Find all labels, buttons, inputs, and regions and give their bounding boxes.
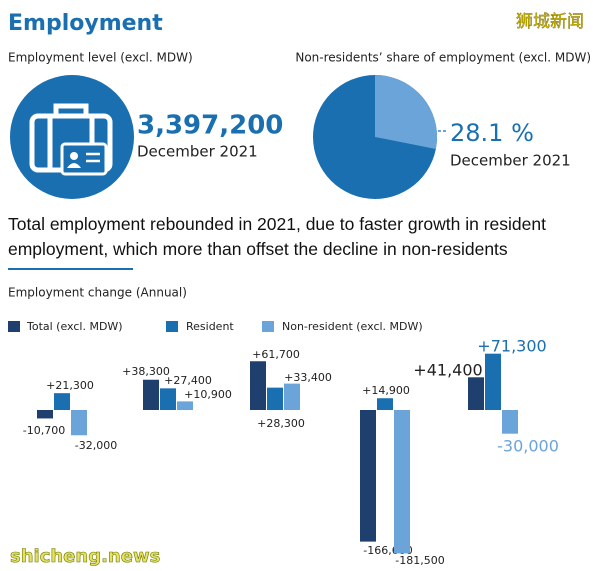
bar [37,410,53,419]
legend-swatch [8,321,20,332]
legend-label: Total (excl. MDW) [26,320,123,333]
legend-swatch [262,321,274,332]
bar-value-label: +33,400 [284,371,332,384]
bar [502,410,518,434]
bar-value-label: +28,300 [257,417,305,430]
legend-label: Resident [186,320,234,333]
employment-date: December 2021 [137,143,258,161]
bar-value-label: +14,900 [362,384,410,397]
bar [267,387,283,410]
bar [71,410,87,436]
id-card [67,163,81,168]
bar-value-label: +61,700 [252,348,300,361]
employment-value: 3,397,200 [137,111,283,141]
pie-subtitle: December 2021 [450,152,571,170]
bar-value-label: +38,300 [122,365,170,378]
bar-value-label: +10,900 [184,388,232,401]
bar-value-label: -181,500 [395,554,444,567]
bar [143,379,159,410]
id-card [60,142,108,176]
bar-title: Employment change (Annual) [8,286,187,300]
bar-value-label: -32,000 [75,439,117,452]
bar [360,410,376,542]
employment-label: Employment level (excl. MDW) [8,51,193,65]
watermark: shicheng.news [10,546,160,567]
bar [54,393,70,410]
bar [284,383,300,410]
legend-label: Non-resident (excl. MDW) [282,320,423,333]
bar [160,388,176,410]
bar [250,361,266,410]
bar [377,398,393,410]
bar [485,353,501,410]
pie-title: Non-residents’ share of employment (excl… [295,51,591,65]
pie-value-label: 28.1 % [450,119,534,147]
id-card [70,152,78,160]
pie-slice [375,75,437,150]
icon-circle [10,75,134,199]
watermark: 狮城新闻 [516,12,584,32]
bar-value-label: +41,400 [413,361,482,380]
bar-value-label: -30,000 [497,437,559,456]
legend-swatch [166,321,178,332]
headline: Total employment rebounded in 2021, due … [8,214,546,259]
bar [394,410,410,554]
bar-value-label: +21,300 [46,379,94,392]
bar-value-label: +71,300 [477,337,546,356]
title: Employment [8,11,163,36]
bar-value-label: -10,700 [23,424,65,437]
bar [468,377,484,410]
bar [177,401,193,410]
bar-value-label: +27,400 [164,374,212,387]
